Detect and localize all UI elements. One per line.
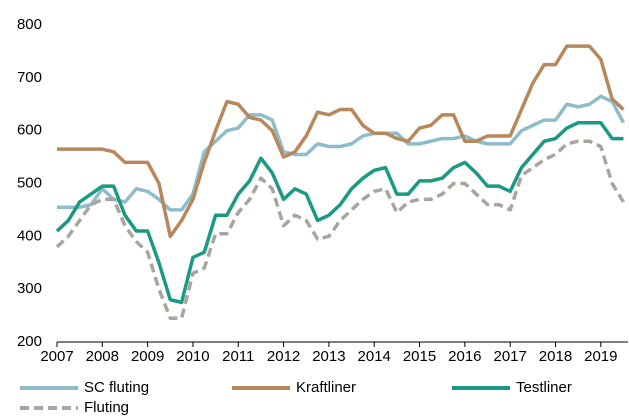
x-tick-label: 2014 <box>358 348 391 365</box>
x-tick-label: 2018 <box>539 348 572 365</box>
x-tick-label: 2012 <box>267 348 300 365</box>
y-tick-label: 400 <box>17 227 42 244</box>
legend-label: Fluting <box>84 399 129 416</box>
legend-label: Kraftliner <box>296 379 356 396</box>
y-tick-label: 800 <box>17 16 42 33</box>
x-tick-label: 2008 <box>86 348 119 365</box>
legend-label: Testliner <box>516 379 572 396</box>
x-tick-label: 2016 <box>448 348 481 365</box>
series-line <box>55 139 625 320</box>
series-line <box>57 44 625 239</box>
x-tick-label: 2009 <box>131 348 164 365</box>
x-tick-label: 2015 <box>403 348 436 365</box>
x-tick-label: 2011 <box>222 348 254 365</box>
y-tick-label: 700 <box>17 69 42 86</box>
y-tick-label: 600 <box>17 122 42 139</box>
x-tick-label: 2010 <box>176 348 209 365</box>
series-line <box>57 94 626 212</box>
y-tick-label: 500 <box>17 174 42 191</box>
y-tick-label: 200 <box>17 333 42 350</box>
x-tick-label: 2007 <box>40 348 73 365</box>
x-tick-label: 2017 <box>493 348 526 365</box>
x-tick-label: 2013 <box>312 348 345 365</box>
y-tick-label: 300 <box>17 280 42 297</box>
x-tick-label: 2019 <box>584 348 617 365</box>
legend-label: SC fluting <box>84 379 149 396</box>
series-line <box>55 120 624 305</box>
